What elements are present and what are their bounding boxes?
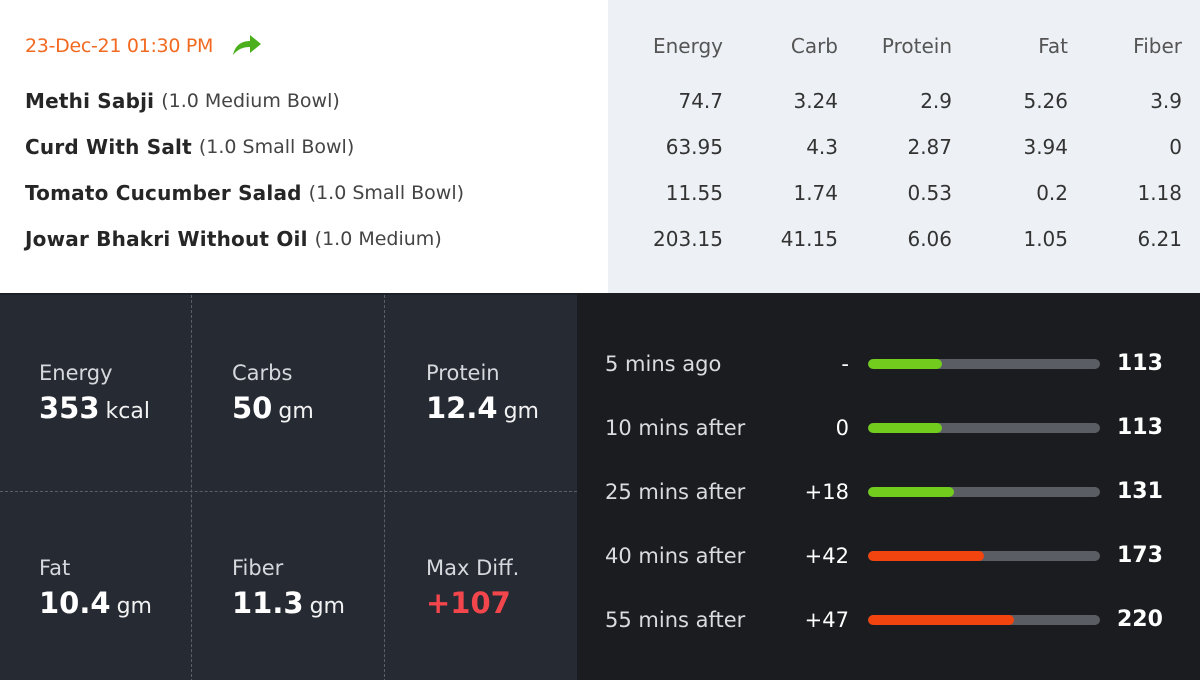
meal-item-row: Methi Sabji (1.0 Medium Bowl) [25, 86, 340, 116]
glucose-reading-row: 55 mins after +47 220 [577, 603, 1200, 637]
glucose-reading-row: 10 mins after 0 113 [577, 411, 1200, 445]
reading-diff: +42 [804, 544, 849, 568]
glucose-reading-row: 25 mins after +18 131 [577, 475, 1200, 509]
cell-energy: 63.95 [665, 135, 723, 159]
reading-diff: 0 [835, 416, 849, 440]
reading-value: 131 [1117, 479, 1163, 504]
cell-energy: 203.15 [653, 227, 723, 251]
meal-item-row: Tomato Cucumber Salad (1.0 Small Bowl) [25, 178, 464, 208]
meal-panel: 23-Dec-21 01:30 PM Methi Sabji (1.0 Medi… [0, 0, 1200, 293]
cell-protein: 0.53 [907, 181, 952, 205]
cell-fiber: 6.21 [1137, 227, 1182, 251]
reading-diff: +47 [804, 608, 849, 632]
summary-protein: Protein 12.4 gm [426, 358, 539, 428]
reading-time-label: 5 mins ago [605, 352, 722, 376]
cell-fiber: 1.18 [1137, 181, 1182, 205]
meal-item-name: Jowar Bhakri Without Oil [25, 227, 308, 251]
summary-carbs-label: Carbs [232, 361, 293, 385]
meal-item-quantity: (1.0 Medium) [314, 228, 442, 250]
reading-progress-fill [868, 359, 943, 369]
cell-fiber: 3.9 [1150, 89, 1182, 113]
nutrition-summary-grid: Energy 353 kcal Carbs 50 gm Protein 12.4 gm… [0, 293, 577, 680]
meal-item-row: Curd With Salt (1.0 Small Bowl) [25, 132, 354, 162]
summary-energy: Energy 353 kcal [39, 358, 150, 428]
reading-progress-track [868, 359, 1100, 369]
summary-fat-label: Fat [39, 556, 71, 580]
summary-carbs-value: 50 gm [232, 391, 314, 425]
summary-fiber: Fiber 11.3 gm [232, 553, 345, 623]
meal-item-name: Curd With Salt [25, 135, 192, 159]
cell-protein: 2.87 [907, 135, 952, 159]
meal-item-quantity: (1.0 Small Bowl) [308, 182, 465, 204]
cell-energy: 11.55 [665, 181, 723, 205]
summary-energy-label: Energy [39, 361, 113, 385]
meal-header: 23-Dec-21 01:30 PM [25, 30, 263, 62]
cell-fat: 1.05 [1023, 227, 1068, 251]
reading-progress-fill [868, 615, 1015, 625]
share-arrow-icon[interactable] [229, 33, 263, 59]
reading-progress-track [868, 487, 1100, 497]
summary-energy-value: 353 kcal [39, 391, 150, 425]
summary-protein-value: 12.4 gm [426, 391, 539, 425]
grid-divider [0, 491, 577, 492]
column-header-protein: Protein [881, 34, 952, 58]
summary-fiber-value: 11.3 gm [232, 586, 345, 620]
summary-fat: Fat 10.4 gm [39, 553, 152, 623]
meal-item-row: Jowar Bhakri Without Oil (1.0 Medium) [25, 224, 442, 254]
reading-time-label: 10 mins after [605, 416, 746, 440]
summary-carbs: Carbs 50 gm [232, 358, 314, 428]
reading-progress-track [868, 423, 1100, 433]
cell-fat: 5.26 [1023, 89, 1068, 113]
reading-progress-fill [868, 487, 954, 497]
nutrient-table: Energy Carb Protein Fat Fiber 74.7 3.24 … [608, 0, 1200, 293]
meal-item-quantity: (1.0 Medium Bowl) [161, 90, 340, 112]
meal-item-name: Methi Sabji [25, 89, 155, 113]
reading-progress-fill [868, 551, 984, 561]
reading-value: 113 [1117, 351, 1163, 376]
column-header-energy: Energy [652, 34, 723, 58]
reading-time-label: 25 mins after [605, 480, 746, 504]
meal-item-name: Tomato Cucumber Salad [25, 181, 302, 205]
summary-max-diff-label: Max Diff. [426, 556, 520, 580]
grid-divider [191, 295, 192, 680]
meal-timestamp: 23-Dec-21 01:30 PM [25, 35, 214, 57]
summary-max-diff: Max Diff. +107 [426, 553, 519, 623]
reading-value: 220 [1117, 607, 1163, 632]
reading-time-label: 55 mins after [605, 608, 746, 632]
summary-max-diff-value: +107 [426, 586, 511, 620]
summary-fiber-label: Fiber [232, 556, 284, 580]
summary-fat-value: 10.4 gm [39, 586, 152, 620]
cell-fiber: 0 [1169, 135, 1182, 159]
cell-energy: 74.7 [678, 89, 723, 113]
column-header-fiber: Fiber [1133, 34, 1182, 58]
cell-fat: 3.94 [1023, 135, 1068, 159]
meal-item-quantity: (1.0 Small Bowl) [198, 136, 355, 158]
cell-carb: 41.15 [780, 227, 838, 251]
column-header-carb: Carb [790, 34, 838, 58]
meal-items-panel: 23-Dec-21 01:30 PM Methi Sabji (1.0 Medi… [0, 0, 608, 293]
reading-progress-track [868, 551, 1100, 561]
cell-carb: 1.74 [793, 181, 838, 205]
grid-divider [384, 295, 385, 680]
reading-time-label: 40 mins after [605, 544, 746, 568]
reading-value: 113 [1117, 415, 1163, 440]
column-header-fat: Fat [1038, 34, 1068, 58]
cell-carb: 3.24 [793, 89, 838, 113]
cell-carb: 4.3 [806, 135, 838, 159]
reading-diff: - [841, 352, 849, 376]
reading-diff: +18 [804, 480, 849, 504]
reading-value: 173 [1117, 543, 1163, 568]
reading-progress-track [868, 615, 1100, 625]
glucose-readings-panel: 5 mins ago - 113 10 mins after 0 113 25 … [577, 293, 1200, 680]
glucose-reading-row: 5 mins ago - 113 [577, 347, 1200, 381]
cell-protein: 6.06 [907, 227, 952, 251]
glucose-reading-row: 40 mins after +42 173 [577, 539, 1200, 573]
reading-progress-fill [868, 423, 943, 433]
cell-fat: 0.2 [1036, 181, 1068, 205]
cell-protein: 2.9 [920, 89, 952, 113]
summary-protein-label: Protein [426, 361, 500, 385]
